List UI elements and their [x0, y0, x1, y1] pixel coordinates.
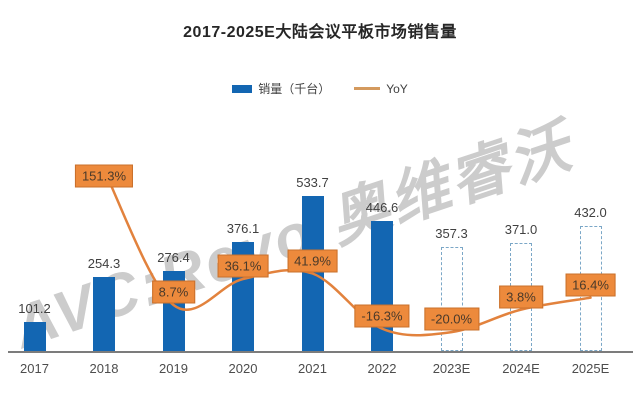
- bar-value-label: 446.6: [365, 200, 399, 215]
- bar-value-label: 432.0: [574, 205, 607, 220]
- bar-estimated: [440, 247, 463, 351]
- yoy-label: 16.4%: [565, 273, 616, 297]
- x-tick-label: 2019: [159, 361, 188, 376]
- bar: [93, 277, 115, 351]
- bar: [23, 322, 46, 351]
- chart-title: 2017-2025E大陆会议平板市场销售量: [183, 24, 457, 41]
- line-swatch-icon: [354, 87, 381, 90]
- bar-swatch-icon: [232, 84, 253, 93]
- bar-value-label: 254.3: [87, 256, 121, 271]
- x-axis-line: [8, 351, 633, 353]
- x-tick-label: 2025E: [571, 361, 610, 376]
- bar-value-label: 357.3: [435, 226, 468, 241]
- legend-item-sales[interactable]: 销量（千台）: [232, 80, 330, 97]
- legend-item-yoy[interactable]: YoY: [354, 82, 408, 96]
- bar-value-label: 376.1: [226, 221, 260, 236]
- x-tick-label: 2022: [367, 361, 397, 376]
- x-tick-label: 2023E: [432, 361, 471, 376]
- yoy-label: 8.7%: [151, 280, 196, 304]
- bar-value-label: 101.2: [18, 301, 51, 316]
- legend: 销量（千台） YoY: [0, 80, 640, 97]
- bar: [371, 221, 393, 351]
- bar-value-label: 276.4: [157, 250, 190, 265]
- legend-label-yoy: YoY: [386, 81, 408, 96]
- yoy-label: -20.0%: [423, 307, 480, 331]
- x-tick-label: 2024E: [502, 361, 540, 376]
- legend-label-sales: 销量（千台）: [258, 82, 331, 96]
- yoy-label: 151.3%: [74, 164, 134, 188]
- yoy-label: 3.8%: [499, 285, 543, 309]
- x-tick-label: 2020: [228, 361, 258, 376]
- x-tick-label: 2018: [89, 361, 119, 376]
- yoy-label: 41.9%: [287, 249, 338, 273]
- bar-value-label: 371.0: [504, 222, 538, 237]
- bar-value-label: 533.7: [296, 175, 329, 190]
- yoy-label: 36.1%: [217, 254, 269, 278]
- bar: [301, 196, 324, 351]
- yoy-label: -16.3%: [354, 304, 410, 328]
- x-tick-label: 2017: [20, 361, 49, 376]
- x-tick-label: 2021: [298, 361, 327, 376]
